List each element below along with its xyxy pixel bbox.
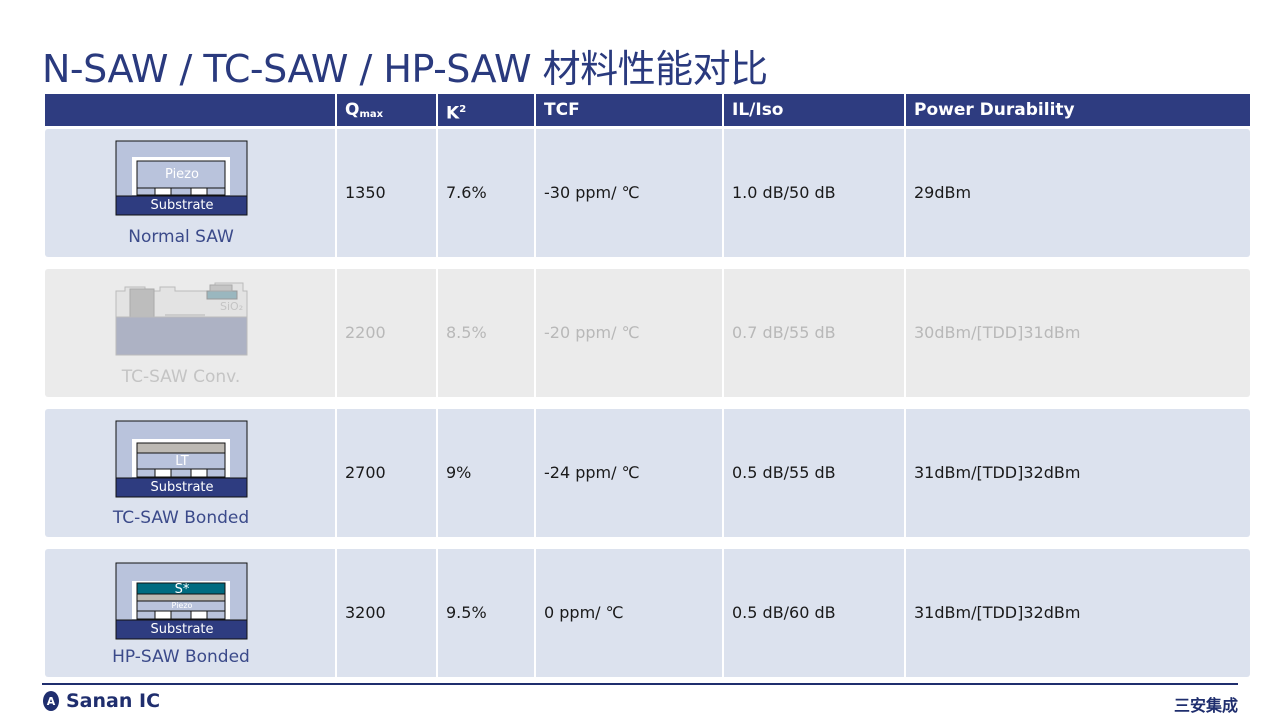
il-value: 0.7 dB/55 dB bbox=[722, 269, 904, 397]
substrate-label: Substrate bbox=[150, 480, 214, 495]
power-value: 29dBm bbox=[904, 129, 1250, 257]
k2-value: 9.5% bbox=[436, 549, 534, 677]
device-name: TC-SAW Conv. bbox=[121, 367, 241, 387]
power-value: 31dBm/[TDD]32dBm bbox=[904, 409, 1250, 537]
normal-saw-diagram bbox=[115, 140, 248, 216]
k2-value: 9% bbox=[436, 409, 534, 537]
power-value: 31dBm/[TDD]32dBm bbox=[904, 549, 1250, 677]
qmax-value: 3200 bbox=[335, 549, 436, 677]
il-value: 0.5 dB/55 dB bbox=[722, 409, 904, 537]
page-title: N-SAW / TC-SAW / HP-SAW 材料性能对比 bbox=[42, 47, 768, 91]
table-row: SiO₂ TC-SAW Conv. 2200 8.5% -20 ppm/ ℃ 0… bbox=[45, 269, 1250, 397]
tc-saw-bonded-diagram bbox=[115, 420, 248, 498]
header-il: IL/Iso bbox=[724, 94, 904, 126]
table-row: Piezo Substrate Normal SAW 1350 7.6% -30… bbox=[45, 129, 1250, 257]
k2-value: 8.5% bbox=[436, 269, 534, 397]
logo-text: Sanan IC bbox=[66, 690, 161, 712]
tcf-value: -20 ppm/ ℃ bbox=[534, 269, 722, 397]
tcf-value: -24 ppm/ ℃ bbox=[534, 409, 722, 537]
device-name: TC-SAW Bonded bbox=[112, 508, 250, 528]
lt-label: LT bbox=[175, 454, 189, 469]
sio2-label: SiO₂ bbox=[220, 300, 244, 313]
qmax-value: 2200 bbox=[335, 269, 436, 397]
header-k2: K2 bbox=[438, 94, 534, 126]
piezo-label: Piezo bbox=[165, 167, 199, 182]
tc-saw-conv-diagram bbox=[115, 282, 248, 356]
power-value: 30dBm/[TDD]31dBm bbox=[904, 269, 1250, 397]
il-value: 0.5 dB/60 dB bbox=[722, 549, 904, 677]
table-row: LT Substrate TC-SAW Bonded 2700 9% -24 p… bbox=[45, 409, 1250, 537]
sanan-logo: A Sanan IC bbox=[42, 690, 160, 712]
header-tcf: TCF bbox=[536, 94, 722, 126]
s-star-label: S* bbox=[174, 582, 190, 597]
substrate-label: Substrate bbox=[150, 622, 214, 637]
tcf-value: -30 ppm/ ℃ bbox=[534, 129, 722, 257]
device-name: HP-SAW Bonded bbox=[112, 647, 250, 667]
header-k-sup: 2 bbox=[459, 104, 467, 115]
piezo-label: Piezo bbox=[171, 601, 193, 610]
k2-value: 7.6% bbox=[436, 129, 534, 257]
sanan-logo-icon: A bbox=[43, 691, 59, 711]
header-k: K bbox=[446, 103, 460, 124]
header-q: Q bbox=[345, 100, 360, 120]
table-row: S* Piezo Substrate HP-SAW Bonded 3200 9.… bbox=[45, 549, 1250, 677]
footer-divider bbox=[42, 683, 1238, 685]
header-power: Power Durability bbox=[906, 94, 1250, 126]
qmax-value: 2700 bbox=[335, 409, 436, 537]
header-blank bbox=[45, 94, 335, 126]
header-q-sub: max bbox=[359, 109, 384, 120]
tcf-value: 0 ppm/ ℃ bbox=[534, 549, 722, 677]
svg-text:A: A bbox=[47, 695, 56, 708]
header-qmax: Qmax bbox=[337, 94, 436, 126]
substrate-label: Substrate bbox=[150, 198, 214, 213]
qmax-value: 1350 bbox=[335, 129, 436, 257]
brand-chinese: 三安集成 bbox=[1173, 696, 1238, 715]
il-value: 1.0 dB/50 dB bbox=[722, 129, 904, 257]
device-name: Normal SAW bbox=[128, 227, 234, 247]
hp-saw-bonded-diagram bbox=[115, 562, 248, 640]
